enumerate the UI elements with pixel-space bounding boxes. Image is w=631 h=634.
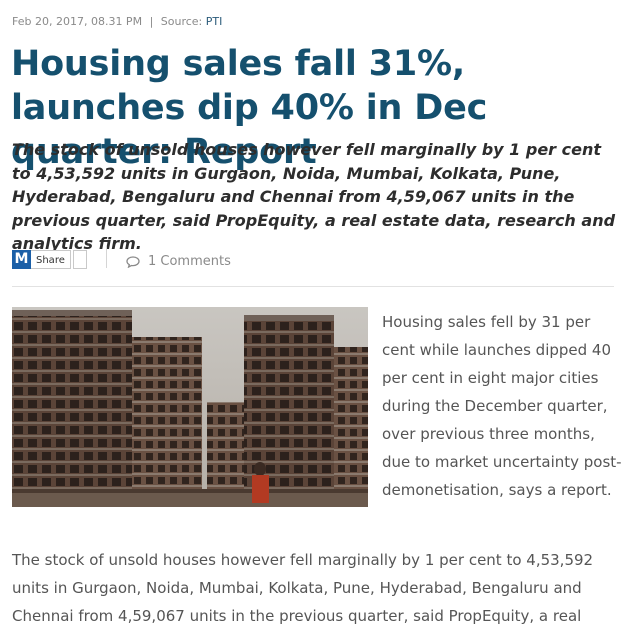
m-share-icon: M [12,249,31,269]
article-photo [12,307,368,507]
meta-separator: | [149,15,154,28]
social-share-bar: M Share 1 Comments [12,246,614,287]
share-count-box [72,249,87,269]
comment-bubble-icon [126,255,140,268]
comments-count-label: 1 Comments [148,254,231,269]
article-headline: Housing sales fall 31%, launches dip 40%… [11,44,488,172]
source-label: Source: [160,15,203,28]
share-button[interactable]: M Share [12,248,87,270]
article-meta: Feb 20, 2017, 08.31 PM | Source: PTI [12,15,222,28]
share-divider [106,246,107,268]
share-label: Share [31,249,71,269]
article-paragraph-1: Housing sales fell by 31 per cent while … [382,313,622,499]
publish-date: Feb 20, 2017, 08.31 PM [12,15,143,28]
article-summary: The stock of unsold houses however fell … [12,140,616,253]
source-name[interactable]: PTI [205,15,223,28]
comments-link[interactable]: 1 Comments [126,254,231,269]
building-construction-photo [12,307,368,507]
article-paragraph-2: The stock of unsold houses however fell … [12,551,594,625]
